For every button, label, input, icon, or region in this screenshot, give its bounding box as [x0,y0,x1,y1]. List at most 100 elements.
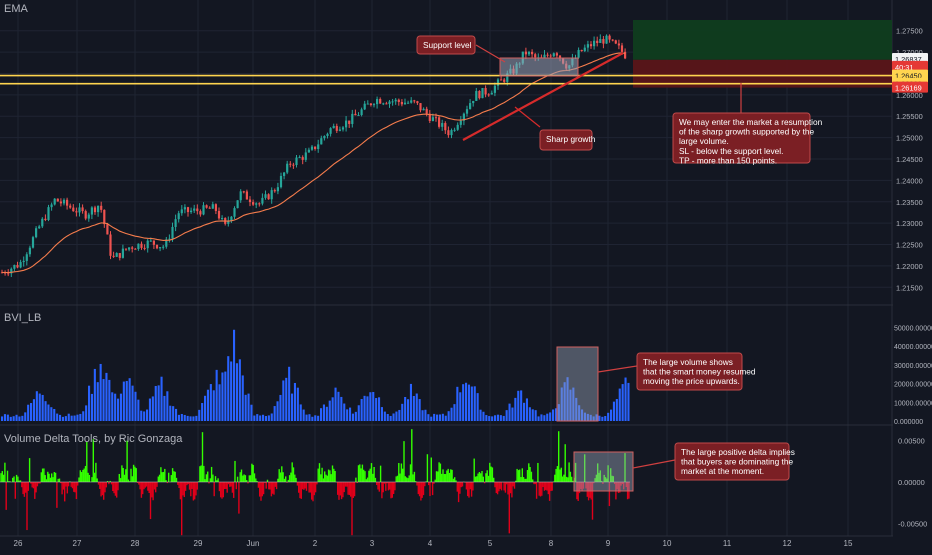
candle-body [614,40,617,44]
candle-body [174,219,177,227]
candle-body [357,115,360,117]
volume-bar [627,382,630,421]
price-tick: 1.24500 [896,155,923,164]
volume-bar [354,411,357,421]
ema-line [1,52,626,274]
volume-bar [172,406,175,421]
candle-body [354,113,357,116]
volume-bar [557,404,560,421]
volume-bar [421,410,424,421]
delta-note-line: market at the moment. [681,466,764,476]
volume-bar [166,391,169,421]
volume-bar [569,389,572,421]
ema-indicator-label[interactable]: EMA [4,3,28,15]
candle-body [283,172,286,176]
price-tick: 1.23000 [896,219,923,228]
candle-body [617,43,620,46]
volume-bar [111,392,114,421]
candle-body [456,124,459,130]
volume-bar [285,377,288,421]
volume-bar [64,416,67,421]
candle-body [503,79,506,82]
volume-bar [134,391,137,421]
volume-bar [241,375,244,421]
delta-indicator-label[interactable]: Volume Delta Tools, by Ric Gonzaga [4,433,183,445]
candle-body [140,243,143,248]
candle-body [202,205,205,215]
candle-body [555,53,558,56]
candle-body [242,191,245,193]
volume-bar [340,396,343,421]
volume-bar [360,399,363,421]
candle-body [549,55,552,57]
candle-body [205,205,208,208]
volume-bar [349,407,352,421]
volume-bar [183,414,186,421]
candle-body [233,208,236,217]
candle-body [490,92,493,95]
volume-bar [537,416,540,421]
volume-bar [511,407,514,421]
volume-bar [624,377,627,421]
candle-body [261,197,264,204]
candle-body [75,211,78,213]
candle-body [28,247,31,255]
candle-body [413,100,416,102]
volume-bar [41,394,44,421]
volume-bar [218,384,221,421]
volume-bar [21,415,24,421]
candle-body [543,54,546,58]
bvi-indicator-label[interactable]: BVI_LB [4,312,42,324]
take-profit-zone [633,20,892,60]
candle-body [589,44,593,47]
candle-body [314,146,317,149]
candle-body [335,125,338,131]
candle-body [72,207,75,212]
volume-highlight [556,346,599,422]
candle-body [62,199,66,204]
volume-bar [395,411,398,421]
volume-note-box [636,352,743,391]
candle-body [183,207,186,210]
trade-zone [633,20,892,88]
volume-bar [195,415,198,421]
volume-bar [546,413,549,421]
volume-bar [76,414,79,421]
volume-bar [462,384,465,421]
volume-bar [401,403,404,421]
volume-bar [189,416,192,421]
volume-bar [543,415,546,421]
candle-body [97,205,100,213]
volume-bar [482,411,485,421]
volume-bar [459,392,462,421]
volume-bar [305,414,308,421]
candle-body [407,102,410,104]
volume-bar [447,411,450,421]
volume-bar [311,416,314,421]
volume-bar [575,397,578,421]
candle-body [273,190,276,192]
candle-body [124,248,128,250]
volume-bar [531,409,534,421]
volume-bar [177,414,180,421]
candle-body [323,135,326,139]
candle-body [332,125,335,129]
volume-bar [592,416,595,421]
price-tick: 1.23500 [896,198,923,207]
candle-body [394,99,397,102]
volume-bar [366,396,369,421]
candle-body [171,226,174,239]
candle-body [81,207,84,212]
volume-bar [233,329,236,421]
volume-bar [363,395,366,421]
volume-bar [67,413,70,421]
volume-tick: 0.000000 [894,419,923,426]
candle-body [248,199,252,203]
volume-bar [560,387,563,421]
volume-bar [433,413,436,421]
volume-bar [6,414,9,421]
price-tick: 1.25500 [896,112,923,121]
volume-bar [308,414,311,421]
